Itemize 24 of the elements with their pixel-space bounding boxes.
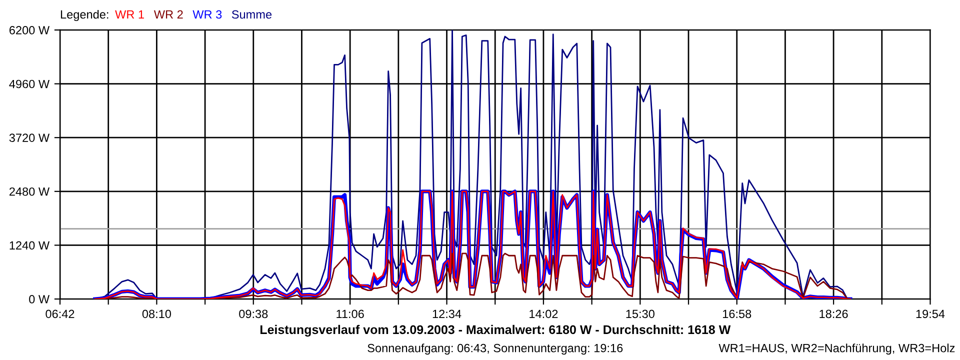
y-tick-label: 1240 W <box>10 241 50 250</box>
text: WR1=HAUS, WR2=Nachführung, WR3=Holz <box>718 344 955 355</box>
text: WR 2 <box>154 10 183 19</box>
text: Summe <box>232 10 272 19</box>
x-tick-label: 19:54 <box>916 310 945 318</box>
y-tick-label: 3720 W <box>9 134 50 142</box>
text: WR 3 <box>192 10 222 19</box>
x-tick-label: 15:30 <box>626 310 654 318</box>
text: WR 1 <box>115 10 144 19</box>
x-tick-label: 16:58 <box>722 310 752 318</box>
x-tick-label: 09:38 <box>239 310 268 318</box>
y-tick-label: 2480 W <box>9 187 50 196</box>
x-tick-label: 11:06 <box>336 310 364 318</box>
x-tick-label: 12:34 <box>432 310 462 318</box>
text: Leistungsverlauf vom 13.09.2003 - Maximalwert: 6180 W - Durchschnitt: 1618 W <box>260 324 731 337</box>
x-tick-label: 18:26 <box>820 310 848 318</box>
x-tick-label: 14:02 <box>530 310 558 318</box>
y-tick-label: 0 W <box>29 295 50 304</box>
y-tick-label: 4960 W <box>9 80 50 88</box>
text: Sonnenaufgang: 06:43, Sonnenuntergang: 19:16 <box>368 344 623 355</box>
y-tick-label: 6200 W <box>10 26 50 34</box>
x-tick-label: 06:42 <box>46 310 74 318</box>
legend-title: Legende: <box>60 10 108 21</box>
x-tick-label: 08:10 <box>142 310 172 318</box>
